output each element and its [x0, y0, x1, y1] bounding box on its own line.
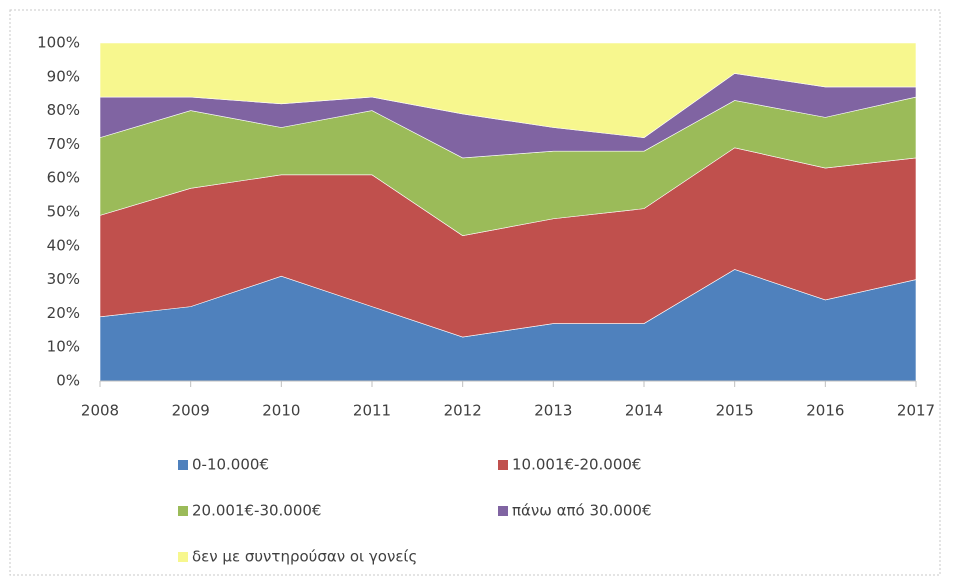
y-tick-label: 40% — [47, 236, 80, 254]
legend-swatch — [178, 552, 188, 562]
y-tick-label: 100% — [37, 34, 80, 52]
x-tick-label: 2015 — [716, 402, 754, 420]
legend-swatch — [178, 460, 188, 470]
x-tick-label: 2013 — [534, 402, 572, 420]
y-tick-label: 90% — [47, 67, 80, 85]
y-tick-label: 20% — [47, 304, 80, 322]
area — [99, 42, 917, 138]
legend-label: 20.001€-30.000€ — [192, 502, 321, 520]
legend-label: 0-10.000€ — [192, 456, 269, 474]
y-tick-label: 70% — [47, 135, 80, 153]
y-tick-label: 0% — [56, 372, 80, 390]
x-tick-label: 2010 — [262, 402, 300, 420]
legend-label: δεν με συντηρούσαν οι γονείς — [192, 548, 417, 566]
y-tick-label: 50% — [47, 203, 80, 221]
legend-swatch — [178, 506, 188, 516]
legend-label: 10.001€-20.000€ — [512, 456, 641, 474]
legend-label: πάνω από 30.000€ — [512, 502, 652, 520]
y-tick-label: 10% — [47, 338, 80, 356]
x-tick-label: 2009 — [172, 402, 210, 420]
x-tick-label: 2017 — [897, 402, 935, 420]
x-tick-label: 2016 — [806, 402, 844, 420]
y-tick-label: 60% — [47, 169, 80, 187]
y-tick-label: 30% — [47, 270, 80, 288]
x-tick-label: 2012 — [444, 402, 482, 420]
legend-swatch — [498, 460, 508, 470]
x-tick-label: 2014 — [625, 402, 663, 420]
y-tick-label: 80% — [47, 101, 80, 119]
x-tick-label: 2011 — [353, 402, 391, 420]
x-tick-label: 2008 — [81, 402, 119, 420]
legend-swatch — [498, 506, 508, 516]
